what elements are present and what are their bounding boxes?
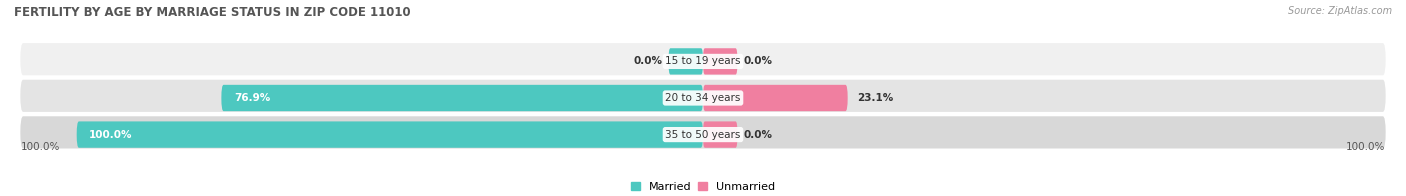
FancyBboxPatch shape <box>703 121 738 148</box>
FancyBboxPatch shape <box>703 48 738 75</box>
Text: 76.9%: 76.9% <box>233 93 270 103</box>
Text: 20 to 34 years: 20 to 34 years <box>665 93 741 103</box>
FancyBboxPatch shape <box>20 116 1386 149</box>
FancyBboxPatch shape <box>77 121 703 148</box>
Text: 100.0%: 100.0% <box>20 142 59 152</box>
Text: 15 to 19 years: 15 to 19 years <box>665 56 741 66</box>
FancyBboxPatch shape <box>221 85 703 111</box>
Text: 100.0%: 100.0% <box>1347 142 1386 152</box>
Text: 0.0%: 0.0% <box>633 56 662 66</box>
Text: 0.0%: 0.0% <box>744 56 773 66</box>
FancyBboxPatch shape <box>20 43 1386 75</box>
FancyBboxPatch shape <box>20 80 1386 112</box>
Text: 23.1%: 23.1% <box>858 93 893 103</box>
FancyBboxPatch shape <box>703 85 848 111</box>
Legend: Married, Unmarried: Married, Unmarried <box>627 178 779 196</box>
Text: 0.0%: 0.0% <box>744 130 773 140</box>
Text: Source: ZipAtlas.com: Source: ZipAtlas.com <box>1288 6 1392 16</box>
Text: 35 to 50 years: 35 to 50 years <box>665 130 741 140</box>
Text: 100.0%: 100.0% <box>89 130 132 140</box>
FancyBboxPatch shape <box>669 48 703 75</box>
Text: FERTILITY BY AGE BY MARRIAGE STATUS IN ZIP CODE 11010: FERTILITY BY AGE BY MARRIAGE STATUS IN Z… <box>14 6 411 19</box>
